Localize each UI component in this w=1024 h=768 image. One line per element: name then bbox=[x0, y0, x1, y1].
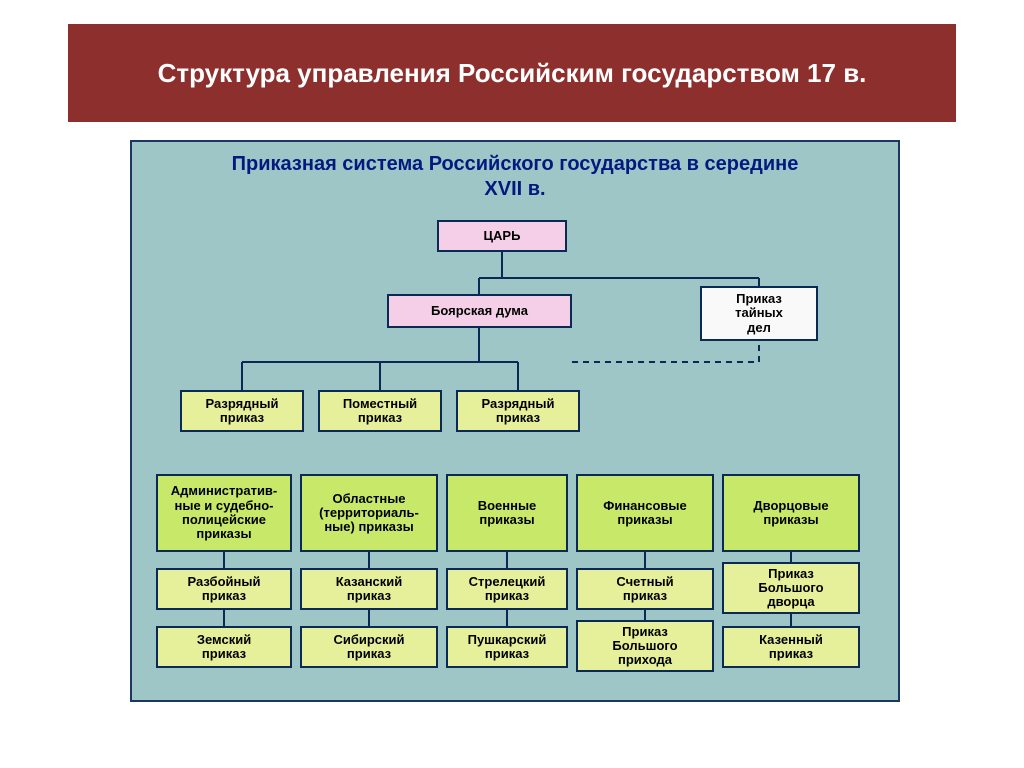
page-title: Структура управления Российским государс… bbox=[68, 24, 956, 122]
node-pomestny: Поместныйприказ bbox=[318, 390, 442, 432]
node-tsar: ЦАРЬ bbox=[437, 220, 567, 252]
diagram-title: Приказная система Российского государств… bbox=[222, 152, 808, 202]
node-bolshoy_prih: ПриказБольшогоприхода bbox=[576, 620, 714, 672]
node-kazenny: Казенныйприказ bbox=[722, 626, 860, 668]
node-secret: Приказтайныхдел bbox=[700, 286, 818, 341]
node-admin: Административ-ные и судебно-полицейскиеп… bbox=[156, 474, 292, 552]
node-finance: Финансовыеприказы bbox=[576, 474, 714, 552]
node-sibir: Сибирскийприказ bbox=[300, 626, 438, 668]
node-bolshoy_dvor: ПриказБольшогодворца bbox=[722, 562, 860, 614]
node-pushkar: Пушкарскийприказ bbox=[446, 626, 568, 668]
node-oblast: Областные(территориаль-ные) приказы bbox=[300, 474, 438, 552]
node-palace: Дворцовыеприказы bbox=[722, 474, 860, 552]
node-razryad2: Разрядныйприказ bbox=[456, 390, 580, 432]
node-razboiny: Разбойныйприказ bbox=[156, 568, 292, 610]
node-schetny: Счетныйприказ bbox=[576, 568, 714, 610]
node-duma: Боярская дума bbox=[387, 294, 572, 328]
node-military: Военныеприказы bbox=[446, 474, 568, 552]
node-kazan: Казанскийприказ bbox=[300, 568, 438, 610]
node-strelets: Стрелецкийприказ bbox=[446, 568, 568, 610]
title-text: Структура управления Российским государс… bbox=[158, 58, 867, 89]
diagram-container: Приказная система Российского государств… bbox=[130, 140, 900, 702]
node-razryad1: Разрядныйприказ bbox=[180, 390, 304, 432]
node-zemsky: Земскийприказ bbox=[156, 626, 292, 668]
